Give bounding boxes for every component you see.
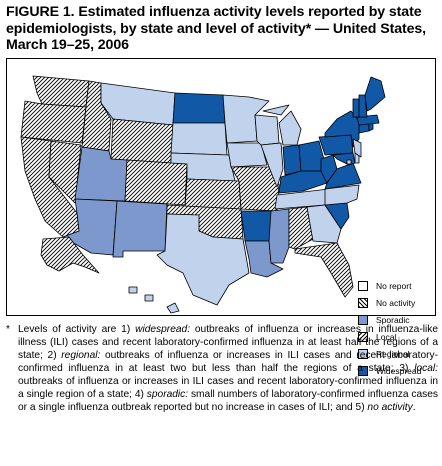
- def-widespread: outbreaks of influenza or increases in i…: [18, 324, 439, 361]
- term-no-activity: no activity: [367, 402, 413, 413]
- state-or: [20, 100, 87, 144]
- legend-item-sporadic: Sporadic: [358, 311, 438, 328]
- footnote-text: Levels of activity are 1) widespread: ou…: [18, 323, 438, 414]
- legend-label: No activity: [376, 297, 416, 308]
- state-ks: [184, 178, 242, 210]
- state-dc: [346, 159, 352, 165]
- state-sd: [170, 122, 228, 156]
- swatch-regional: [358, 348, 368, 359]
- state-in: [282, 144, 302, 176]
- term-sporadic: sporadic:: [146, 389, 189, 400]
- state-md: [332, 152, 356, 166]
- state-pa: [318, 134, 354, 156]
- state-il: [260, 142, 284, 188]
- legend-item-no-activity: No activity: [358, 294, 438, 311]
- state-wa: [32, 75, 90, 108]
- state-al: [288, 206, 314, 250]
- swatch-sporadic: [358, 314, 368, 325]
- state-ms: [268, 208, 290, 264]
- state-va: [324, 162, 362, 190]
- term-local: local:: [414, 363, 438, 374]
- state-mi: [262, 104, 302, 146]
- state-ar: [240, 210, 274, 242]
- state-co: [124, 159, 188, 206]
- us-map: [20, 75, 386, 314]
- state-fl: [294, 242, 354, 298]
- legend-item-local: Local: [358, 328, 438, 345]
- legend-item-no-report: No report: [358, 277, 438, 294]
- legend-label: Regional: [376, 348, 410, 359]
- state-ia: [226, 142, 268, 168]
- footnote-mark: *: [6, 324, 10, 335]
- def-regional: outbreaks of influenza or increases in I…: [18, 350, 438, 374]
- swatch-local: [358, 331, 368, 342]
- state-nh: [358, 94, 368, 118]
- state-ny: [324, 110, 360, 148]
- footnote-end: .: [412, 402, 416, 413]
- map-frame: No report No activity Sporadic Local Reg…: [6, 58, 436, 376]
- state-ga: [306, 204, 342, 244]
- state-nm: [112, 200, 168, 258]
- state-nc: [324, 184, 360, 206]
- state-ak: [40, 236, 100, 274]
- state-nj: [352, 138, 362, 158]
- swatch-no-report: [358, 280, 368, 291]
- state-nd: [172, 92, 226, 124]
- legend: No report No activity Sporadic Local Reg…: [358, 277, 438, 379]
- term-widespread: widespread:: [135, 324, 191, 335]
- footnote-lead: Levels of activity are 1): [18, 324, 136, 335]
- legend-item-widespread: Widespread: [358, 362, 438, 379]
- legend-item-regional: Regional: [358, 345, 438, 362]
- state-wi: [254, 114, 280, 146]
- state-nv: [48, 140, 82, 204]
- state-ma: [356, 114, 380, 126]
- state-vt: [352, 98, 360, 118]
- term-regional: regional:: [61, 350, 101, 361]
- legend-label: Local: [376, 331, 397, 342]
- swatch-no-activity: [358, 297, 368, 308]
- state-shapes: [20, 75, 386, 314]
- state-mt: [100, 82, 176, 126]
- state-hi: [128, 286, 180, 314]
- state-me: [364, 76, 386, 112]
- swatch-widespread: [358, 365, 368, 376]
- state-tx: [156, 213, 250, 306]
- legend-label: No report: [376, 280, 412, 291]
- legend-label: Widespread: [376, 365, 422, 376]
- figure-title: FIGURE 1. Estimated influenza activity l…: [6, 4, 427, 53]
- state-wy: [110, 118, 174, 164]
- legend-label: Sporadic: [376, 314, 410, 325]
- def-sporadic: small numbers of laboratory-confirmed in…: [18, 389, 438, 413]
- def-local: outbreaks of influenza or increases in I…: [18, 376, 438, 400]
